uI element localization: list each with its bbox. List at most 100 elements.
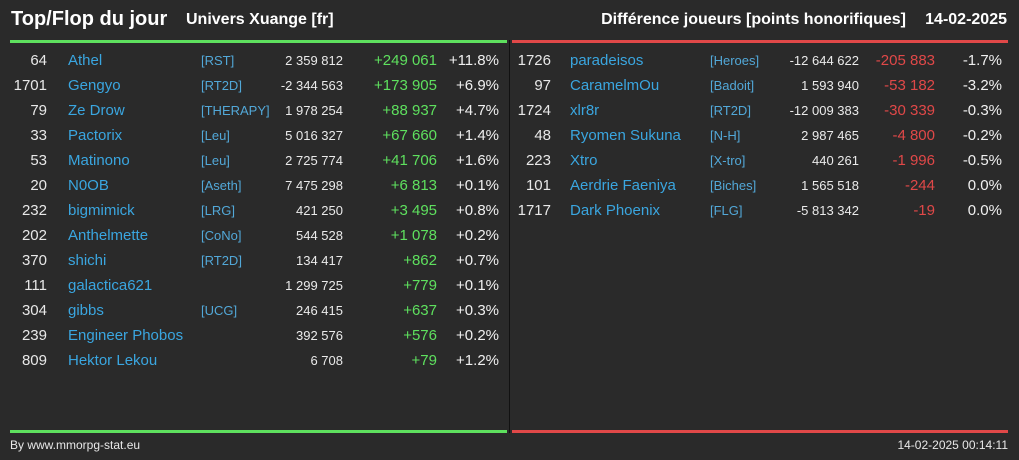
percent-change: +0.8% [456, 202, 499, 219]
player-name-link[interactable]: gibbs [68, 302, 104, 319]
points-difference: +79 [411, 352, 437, 369]
player-points: 7 475 298 [285, 178, 343, 193]
alliance-tag-link[interactable]: [Leu] [201, 128, 230, 143]
generated-timestamp: 14-02-2025 00:14:11 [897, 438, 1008, 452]
player-rank: 370 [21, 252, 47, 269]
player-rank: 20 [30, 177, 47, 194]
table-row: 370 shichi [RT2D] 134 417 +862 +0.7% [0, 248, 508, 273]
alliance-tag-link[interactable]: [THERAPY] [201, 103, 270, 118]
alliance-tag-link[interactable]: [Leu] [201, 153, 230, 168]
table-row: 304 gibbs [UCG] 246 415 +637 +0.3% [0, 298, 508, 323]
points-difference: +3 495 [390, 202, 437, 219]
percent-change: +6.9% [456, 77, 499, 94]
alliance-tag-link[interactable]: [Heroes] [710, 53, 760, 68]
player-name-link[interactable]: Aerdrie Faeniya [570, 177, 676, 194]
points-difference: +173 905 [374, 77, 437, 94]
alliance-tag-link[interactable]: [LRG] [201, 203, 235, 218]
player-points: 246 415 [296, 303, 343, 318]
player-rank: 64 [30, 52, 47, 69]
table-row: 64 Athel [RST] 2 359 812 +249 061 +11.8% [0, 48, 508, 73]
player-name-link[interactable]: Dark Phoenix [570, 202, 661, 219]
player-rank: 239 [21, 327, 47, 344]
player-rank: 202 [21, 227, 47, 244]
table-row: 48 Ryomen Sukuna [N-H] 2 987 465 -4 800 -0.2% [510, 123, 1010, 148]
player-name-link[interactable]: xlr8r [570, 102, 600, 119]
player-rank: 304 [21, 302, 47, 319]
points-difference: +779 [403, 277, 437, 294]
player-points: 1 299 725 [285, 278, 343, 293]
table-row: 1717 Dark Phoenix [FLG] -5 813 342 -19 0.0% [510, 198, 1010, 223]
player-points: 5 016 327 [285, 128, 343, 143]
table-row: 101 Aerdrie Faeniya [Biches] 1 565 518 -244 0… [510, 173, 1010, 198]
player-name-link[interactable]: CaramelmOu [570, 77, 660, 94]
player-name-link[interactable]: Ryomen Sukuna [570, 127, 681, 144]
alliance-tag-link[interactable]: [UCG] [201, 303, 238, 318]
percent-change: +1.6% [456, 152, 499, 169]
percent-change: -3.2% [962, 77, 1002, 94]
player-name-link[interactable]: Matinono [68, 152, 130, 169]
player-name-link[interactable]: paradeisos [570, 52, 644, 69]
player-name-link[interactable]: Xtro [570, 152, 598, 169]
player-name-link[interactable]: Pactorix [68, 127, 123, 144]
percent-change: +1.2% [456, 352, 499, 369]
points-difference: +249 061 [374, 52, 437, 69]
alliance-tag-link[interactable]: [Biches] [710, 178, 757, 193]
percent-change: -0.2% [962, 127, 1002, 144]
player-rank: 1717 [517, 202, 551, 219]
alliance-tag-link[interactable]: [N-H] [710, 128, 741, 143]
flop-accent-bar-bottom [512, 430, 1008, 433]
player-name-link[interactable]: N0OB [68, 177, 109, 194]
player-rank: 1724 [517, 102, 551, 119]
points-difference: +6 813 [390, 177, 437, 194]
player-points: 1 978 254 [285, 103, 343, 118]
table-row: 232 bigmimick [LRG] 421 250 +3 495 +0.8% [0, 198, 508, 223]
percent-change: +0.1% [456, 277, 499, 294]
player-name-link[interactable]: Athel [68, 52, 103, 69]
player-name-link[interactable]: Gengyo [68, 77, 121, 94]
percent-change: +0.1% [456, 177, 499, 194]
alliance-tag-link[interactable]: [Aseth] [201, 178, 242, 193]
points-difference: +862 [403, 252, 437, 269]
player-points: -2 344 563 [280, 78, 343, 93]
player-points: 2 987 465 [801, 128, 859, 143]
points-difference: -244 [904, 177, 935, 194]
top-losers-panel: 1726 paradeisos [Heroes] -12 644 622 -205 88… [510, 48, 1010, 223]
percent-change: +1.4% [456, 127, 499, 144]
table-row: 20 N0OB [Aseth] 7 475 298 +6 813 +0.1% [0, 173, 508, 198]
alliance-tag-link[interactable]: [RT2D] [710, 103, 751, 118]
player-name-link[interactable]: Hektor Lekou [68, 352, 158, 369]
player-points: 440 261 [812, 153, 859, 168]
player-name-link[interactable]: shichi [68, 252, 107, 269]
percent-change: -0.5% [962, 152, 1002, 169]
player-name-link[interactable]: bigmimick [68, 202, 135, 219]
player-name-link[interactable]: galactica621 [68, 277, 153, 294]
player-name-link[interactable]: Engineer Phobos [68, 327, 184, 344]
alliance-tag-link[interactable]: [X-tro] [710, 153, 746, 168]
player-name-link[interactable]: Anthelmette [68, 227, 149, 244]
table-row: 53 Matinono [Leu] 2 725 774 +41 706 +1.6% [0, 148, 508, 173]
player-rank: 111 [24, 277, 47, 294]
ranking-type-title: Différence joueurs [points honorifiques] [601, 11, 906, 28]
points-difference: -205 883 [875, 52, 935, 69]
player-name-link[interactable]: Ze Drow [68, 102, 125, 119]
points-difference: -19 [913, 202, 935, 219]
header-date: 14-02-2025 [925, 11, 1007, 28]
points-difference: +637 [403, 302, 437, 319]
points-difference: +1 078 [390, 227, 437, 244]
points-difference: -4 800 [892, 127, 935, 144]
alliance-tag-link[interactable]: [RT2D] [201, 253, 242, 268]
percent-change: +0.7% [456, 252, 499, 269]
percent-change: +0.3% [456, 302, 499, 319]
alliance-tag-link[interactable]: [CoNo] [201, 228, 242, 243]
alliance-tag-link[interactable]: [RST] [201, 53, 235, 68]
alliance-tag-link[interactable]: [Badoit] [710, 78, 755, 93]
page-title: Top/Flop du jour [11, 8, 168, 30]
alliance-tag-link[interactable]: [FLG] [710, 203, 743, 218]
alliance-tag-link[interactable]: [RT2D] [201, 78, 242, 93]
table-row: 79 Ze Drow [THERAPY] 1 978 254 +88 937 +4.7% [0, 98, 508, 123]
table-row: 1726 paradeisos [Heroes] -12 644 622 -205 88… [510, 48, 1010, 73]
table-row: 239 Engineer Phobos 392 576 +576 +0.2% [0, 323, 508, 348]
percent-change: +4.7% [456, 102, 499, 119]
player-rank: 97 [534, 77, 551, 94]
site-credit-link[interactable]: By www.mmorpg-stat.eu [10, 438, 141, 452]
